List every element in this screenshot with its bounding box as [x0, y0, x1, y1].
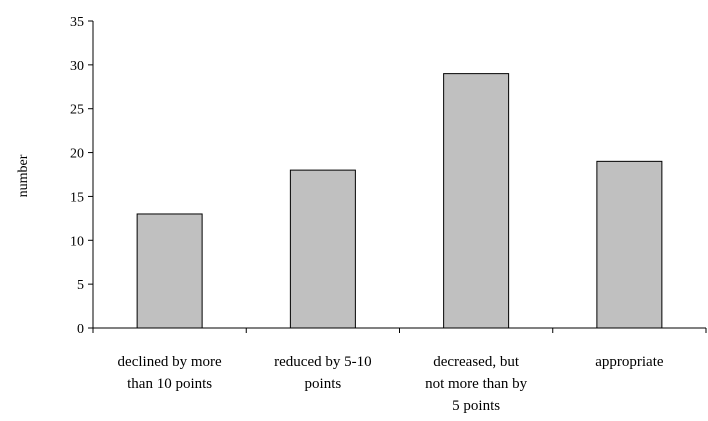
y-tick-label: 20: [70, 147, 84, 162]
y-tick-label: 25: [70, 103, 84, 118]
bar: [443, 73, 510, 329]
plot-area: 0 5 10 15 20 25 30 35 declined by more than 10 po…: [70, 15, 707, 414]
y-tick-label: 5: [77, 278, 84, 293]
y-tick-label: 30: [70, 59, 84, 74]
bar: [289, 169, 356, 329]
y-tick-label: 15: [70, 190, 84, 205]
y-tick-label: 10: [70, 234, 84, 249]
x-category-label: appropriate: [595, 354, 664, 370]
y-tick-label: 35: [70, 15, 84, 30]
bar: [596, 160, 663, 329]
bar: [136, 213, 203, 329]
x-category-label: reduced by 5-10 points: [274, 354, 371, 392]
y-tick-label: 0: [77, 322, 84, 337]
x-category-label: decreased, but not more than by 5 points: [425, 354, 528, 414]
y-axis-title: number: [16, 154, 31, 197]
x-category-label: declined by more than 10 points: [118, 354, 222, 392]
